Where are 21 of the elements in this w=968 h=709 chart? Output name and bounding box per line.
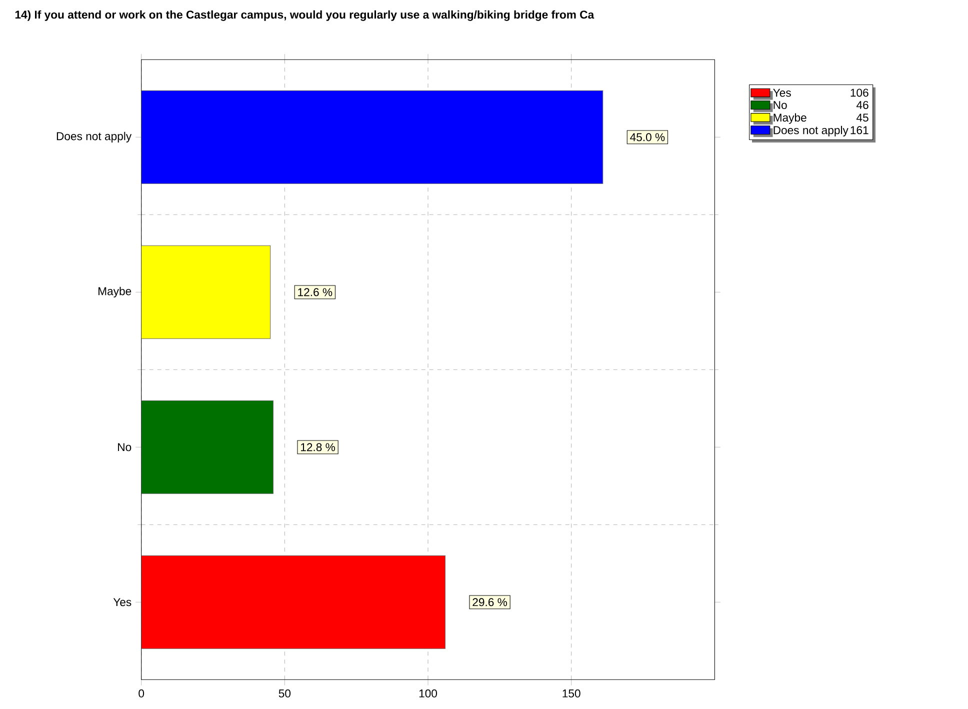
legend-label: Does not apply bbox=[774, 126, 848, 136]
x-tick-label: 150 bbox=[562, 689, 580, 698]
y-tick-label: Maybe bbox=[98, 286, 132, 298]
annotation: 12.6 % bbox=[298, 288, 332, 296]
annotation: 45.0 % bbox=[630, 133, 665, 142]
annotation: 12.8 % bbox=[300, 443, 336, 452]
x-tick-label: 100 bbox=[419, 689, 438, 698]
annotation: 29.6 % bbox=[472, 598, 508, 606]
text: 45 bbox=[856, 114, 868, 122]
text: 46 bbox=[856, 101, 868, 110]
text: 161 bbox=[850, 126, 868, 134]
y-tick-label: No bbox=[118, 443, 132, 452]
legend-label: No bbox=[774, 101, 787, 110]
y-tick-label: Does not apply bbox=[56, 132, 132, 142]
y-tick-label: Yes bbox=[113, 598, 132, 606]
text: 106 bbox=[850, 88, 868, 97]
legend-label: Maybe bbox=[774, 113, 806, 124]
legend-label: Yes bbox=[773, 88, 791, 97]
x-tick-label: 0 bbox=[138, 689, 144, 698]
x-tick-label: 50 bbox=[278, 689, 291, 698]
chart-title: 14) If you attend or work on the Castlegar campus, would you regularly use a walking/biking bridge from Ca bbox=[15, 10, 594, 21]
